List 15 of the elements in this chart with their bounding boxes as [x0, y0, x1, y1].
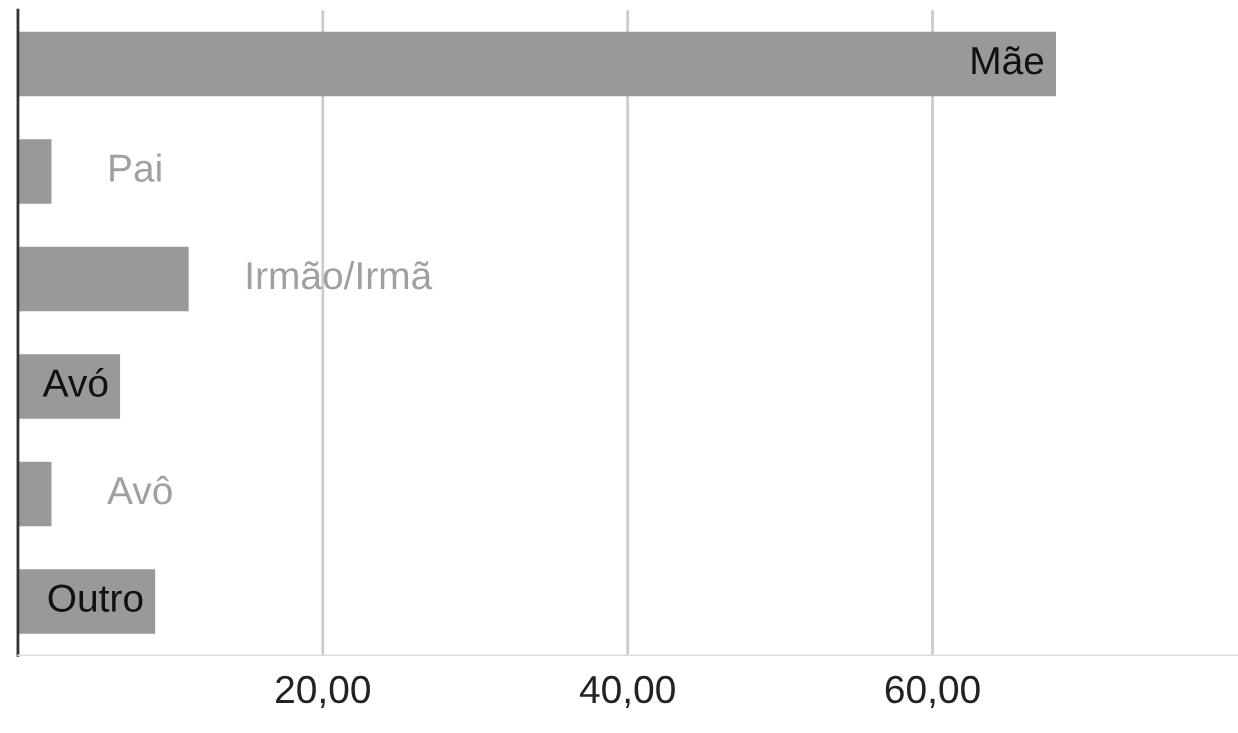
x-tick-label: 40,00	[579, 675, 675, 708]
x-tick-label: 60,00	[885, 675, 980, 708]
y-tick-label: Outro	[48, 584, 143, 612]
bar	[17, 569, 156, 634]
bar	[17, 246, 189, 312]
bar	[17, 354, 121, 419]
bar	[17, 139, 52, 204]
bar	[17, 461, 52, 527]
y-tick-label: Irmão/Irmã	[247, 260, 433, 290]
y-tick-label: Avô	[107, 475, 172, 505]
x-tick-label: 20,00	[276, 675, 370, 708]
y-tick-label: Pai	[110, 153, 161, 182]
bar	[17, 31, 1056, 97]
y-tick-label: Mãe	[972, 46, 1044, 75]
y-tick-label: Avó	[42, 367, 108, 397]
